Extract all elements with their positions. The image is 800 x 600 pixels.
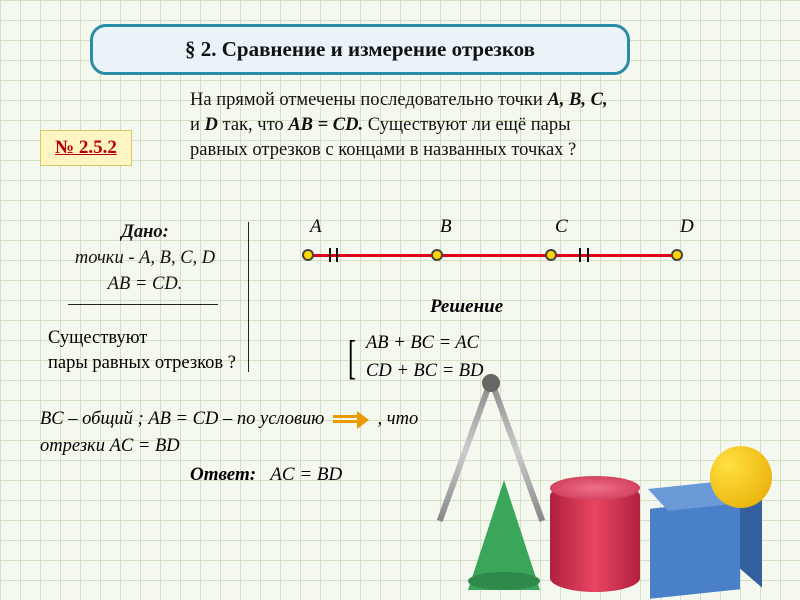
exists-l2: пары равных отрезков ?: [48, 353, 236, 373]
point-C: [545, 249, 557, 261]
point-label-D: D: [680, 216, 694, 238]
point-label-A: A: [310, 216, 322, 238]
cone-shape: [468, 480, 540, 590]
tick-ab-2: [336, 248, 338, 262]
question-block: Существуют пары равных отрезков ?: [48, 326, 288, 376]
cube-shape: [650, 499, 740, 598]
conclusion-l2-pre: отрезки: [40, 436, 110, 456]
conclusion-p1: BC – общий ; AB = CD – по условию: [40, 409, 324, 429]
solution-label: Решение: [430, 296, 503, 318]
given-block: Дано: точки - A, B, C, D AB = CD.: [50, 220, 240, 311]
problem-statement: На прямой отмечены последовательно точки…: [190, 88, 770, 163]
problem-l1-pre: На прямой отмечены последовательно точки: [190, 90, 547, 110]
point-B: [431, 249, 443, 261]
exists-l1: Существуют: [48, 328, 147, 348]
point-D: [671, 249, 683, 261]
given-eq: AB = CD.: [50, 272, 240, 298]
point-label-C: C: [555, 216, 568, 238]
brace-icon: [: [348, 330, 356, 385]
conclusion: BC – общий ; AB = CD – по условию , что …: [40, 406, 418, 460]
problem-l3: равных отрезков с концами в названных то…: [190, 140, 576, 160]
vertical-separator: [248, 222, 249, 372]
answer-block: Ответ: AC = BD: [190, 464, 342, 486]
conclusion-p2: , что: [378, 409, 419, 429]
conclusion-l2-eq: AC = BD: [110, 436, 180, 456]
sphere-shape: [710, 446, 772, 508]
tick-cd-2: [587, 248, 589, 262]
section-title: § 2. Сравнение и измерение отрезков: [90, 24, 630, 75]
number-line: [302, 244, 682, 268]
given-label: Дано:: [50, 220, 240, 246]
equation-1: AB + BC = AC: [366, 330, 483, 358]
tick-cd-1: [579, 248, 581, 262]
answer-value: AC = BD: [270, 464, 342, 485]
problem-points: А, В, С,: [547, 90, 607, 110]
problem-l2-pre: и: [190, 115, 205, 135]
point-A: [302, 249, 314, 261]
answer-label: Ответ:: [190, 464, 256, 485]
problem-number: № 2.5.2: [40, 130, 132, 166]
problem-pointD: D: [205, 115, 218, 135]
cylinder-shape: [550, 482, 640, 592]
problem-l2-post: Существуют ли ещё пары: [363, 115, 570, 135]
problem-l2-mid: так, что: [218, 115, 288, 135]
problem-abcd: АВ = CD.: [288, 115, 363, 135]
line-segment: [302, 254, 682, 257]
given-separator: [68, 304, 218, 305]
implies-arrow-icon: [333, 413, 369, 427]
given-points: точки - A, B, C, D: [50, 246, 240, 272]
point-label-B: B: [440, 216, 452, 238]
tick-ab-1: [329, 248, 331, 262]
